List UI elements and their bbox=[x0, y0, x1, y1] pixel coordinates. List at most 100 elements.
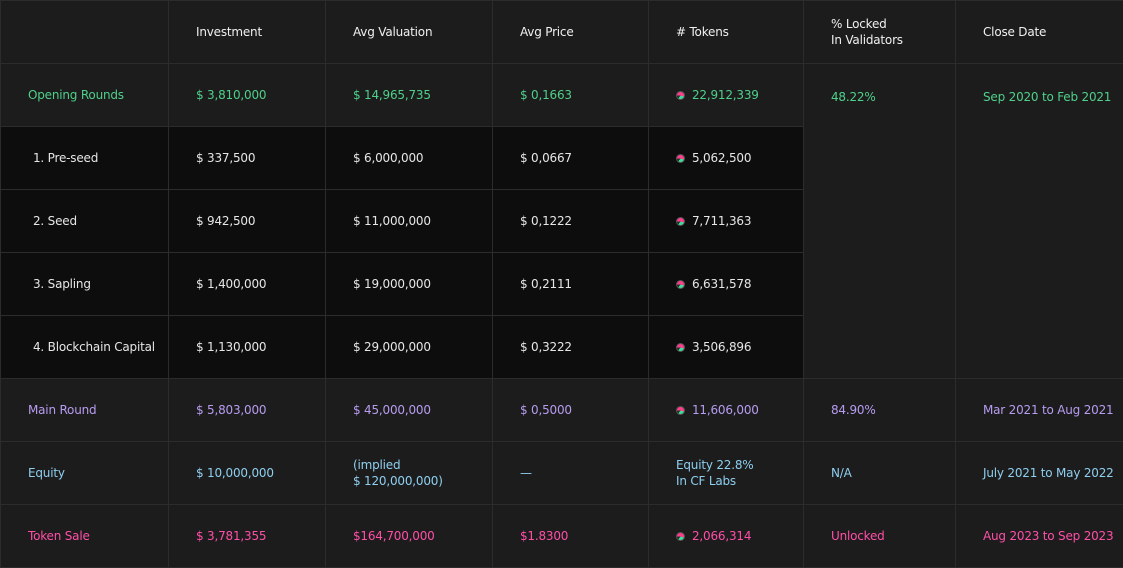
cell-text: Mar 2021 to Aug 2021 bbox=[983, 403, 1113, 417]
table-row: Opening Rounds $ 3,810,000 $ 14,965,735 $ 0… bbox=[1, 64, 1123, 127]
cell-line: In CF Labs bbox=[676, 473, 803, 489]
table-cell: 6,631,578 bbox=[649, 253, 804, 316]
table-cell: $ 337,500 bbox=[169, 127, 326, 190]
cell-text: 48.22% bbox=[831, 90, 876, 104]
table-cell: $ 3,810,000 bbox=[169, 64, 326, 127]
token-icon bbox=[676, 343, 685, 352]
table-cell: (implied$ 120,000,000) bbox=[326, 442, 493, 505]
cell-text: 3. Sapling bbox=[33, 277, 91, 291]
table-cell: July 2021 to May 2022 bbox=[956, 442, 1123, 505]
table-cell: $ 0,1222 bbox=[493, 190, 649, 253]
table-cell: 4. Blockchain Capital bbox=[1, 316, 169, 379]
table-cell: $ 19,000,000 bbox=[326, 253, 493, 316]
cell-text: 22,912,339 bbox=[692, 88, 759, 102]
table-cell: $ 0,5000 bbox=[493, 379, 649, 442]
table-cell: 22,912,339 bbox=[649, 64, 804, 127]
cell-text: — bbox=[520, 466, 532, 480]
table-row: Main Round $ 5,803,000 $ 45,000,000 $ 0,500… bbox=[1, 379, 1123, 442]
table-cell: Aug 2023 to Sep 2023 bbox=[956, 505, 1123, 568]
cell-text: $ 0,1663 bbox=[520, 88, 572, 102]
table-cell: $ 11,000,000 bbox=[326, 190, 493, 253]
cell-text: Sep 2020 to Feb 2021 bbox=[983, 90, 1111, 104]
table-cell: Equity 22.8%In CF Labs bbox=[649, 442, 804, 505]
table-cell: Unlocked bbox=[804, 505, 956, 568]
cell-text: $ 5,803,000 bbox=[196, 403, 266, 417]
table-row: Equity $ 10,000,000 (implied$ 120,000,000)… bbox=[1, 442, 1123, 505]
header-cell: Investment bbox=[169, 1, 326, 64]
table-cell: $ 3,781,355 bbox=[169, 505, 326, 568]
cell-text: Equity bbox=[28, 466, 65, 480]
cell-text: 1. Pre-seed bbox=[33, 151, 98, 165]
table-cell: $ 942,500 bbox=[169, 190, 326, 253]
table-cell: 3,506,896 bbox=[649, 316, 804, 379]
table-cell: $ 6,000,000 bbox=[326, 127, 493, 190]
cell-text: Aug 2023 to Sep 2023 bbox=[983, 529, 1113, 543]
cell-text: 7,711,363 bbox=[692, 214, 751, 228]
cell-text: 5,062,500 bbox=[692, 151, 751, 165]
cell-text: $ 29,000,000 bbox=[353, 340, 431, 354]
table-cell: $ 0,2111 bbox=[493, 253, 649, 316]
cell-text: 6,631,578 bbox=[692, 277, 751, 291]
header-cell: # Tokens bbox=[649, 1, 804, 64]
cell-text: Opening Rounds bbox=[28, 88, 124, 102]
cell-text: 11,606,000 bbox=[692, 403, 759, 417]
cell-text: $ 6,000,000 bbox=[353, 151, 423, 165]
table-cell: Token Sale bbox=[1, 505, 169, 568]
token-icon bbox=[676, 91, 685, 100]
table-cell: Opening Rounds bbox=[1, 64, 169, 127]
table-cell: $ 5,803,000 bbox=[169, 379, 326, 442]
cell-text: $ 337,500 bbox=[196, 151, 255, 165]
table-cell: $ 14,965,735 bbox=[326, 64, 493, 127]
cell-text: $ 45,000,000 bbox=[353, 403, 431, 417]
token-icon bbox=[676, 154, 685, 163]
table-cell: 48.22% bbox=[804, 64, 956, 379]
header-line: In Validators bbox=[831, 32, 955, 48]
table-cell: Equity bbox=[1, 442, 169, 505]
token-icon bbox=[676, 532, 685, 541]
cell-text: $ 0,5000 bbox=[520, 403, 572, 417]
token-icon bbox=[676, 217, 685, 226]
cell-text: $ 14,965,735 bbox=[353, 88, 431, 102]
cell-text: $ 1,130,000 bbox=[196, 340, 266, 354]
table-cell: 3. Sapling bbox=[1, 253, 169, 316]
cell-text: N/A bbox=[831, 466, 852, 480]
table-cell: $ 45,000,000 bbox=[326, 379, 493, 442]
table-cell: $ 0,0667 bbox=[493, 127, 649, 190]
table-cell: $ 1,400,000 bbox=[169, 253, 326, 316]
table-cell: 7,711,363 bbox=[649, 190, 804, 253]
table-cell: 1. Pre-seed bbox=[1, 127, 169, 190]
table-cell: 2,066,314 bbox=[649, 505, 804, 568]
cell-text: 3,506,896 bbox=[692, 340, 751, 354]
table-cell: 2. Seed bbox=[1, 190, 169, 253]
table-cell: 5,062,500 bbox=[649, 127, 804, 190]
cell-text: 2. Seed bbox=[33, 214, 77, 228]
header-cell: Avg Price bbox=[493, 1, 649, 64]
cell-text: 2,066,314 bbox=[692, 529, 751, 543]
token-icon bbox=[676, 406, 685, 415]
cell-text: $ 3,810,000 bbox=[196, 88, 266, 102]
token-icon bbox=[676, 280, 685, 289]
cell-text: $1.8300 bbox=[520, 529, 568, 543]
table-cell: 84.90% bbox=[804, 379, 956, 442]
table-cell: $ 0,3222 bbox=[493, 316, 649, 379]
cell-text: $ 942,500 bbox=[196, 214, 255, 228]
cell-text: Unlocked bbox=[831, 529, 885, 543]
cell-text: July 2021 to May 2022 bbox=[983, 466, 1114, 480]
table-cell: Sep 2020 to Feb 2021 bbox=[956, 64, 1123, 379]
table-cell: $164,700,000 bbox=[326, 505, 493, 568]
table-cell: 11,606,000 bbox=[649, 379, 804, 442]
table-cell: $ 10,000,000 bbox=[169, 442, 326, 505]
cell-text: Token Sale bbox=[28, 529, 90, 543]
header-cell: Avg Valuation bbox=[326, 1, 493, 64]
cell-text: $ 10,000,000 bbox=[196, 466, 274, 480]
cell-text: $ 19,000,000 bbox=[353, 277, 431, 291]
cell-line: Equity 22.8% bbox=[676, 457, 803, 473]
cell-text: 84.90% bbox=[831, 403, 876, 417]
table-cell: $1.8300 bbox=[493, 505, 649, 568]
table-cell: $ 29,000,000 bbox=[326, 316, 493, 379]
table-row: Token Sale $ 3,781,355$164,700,000 $1.8300… bbox=[1, 505, 1123, 568]
cell-text: $ 0,2111 bbox=[520, 277, 572, 291]
table-cell: Main Round bbox=[1, 379, 169, 442]
